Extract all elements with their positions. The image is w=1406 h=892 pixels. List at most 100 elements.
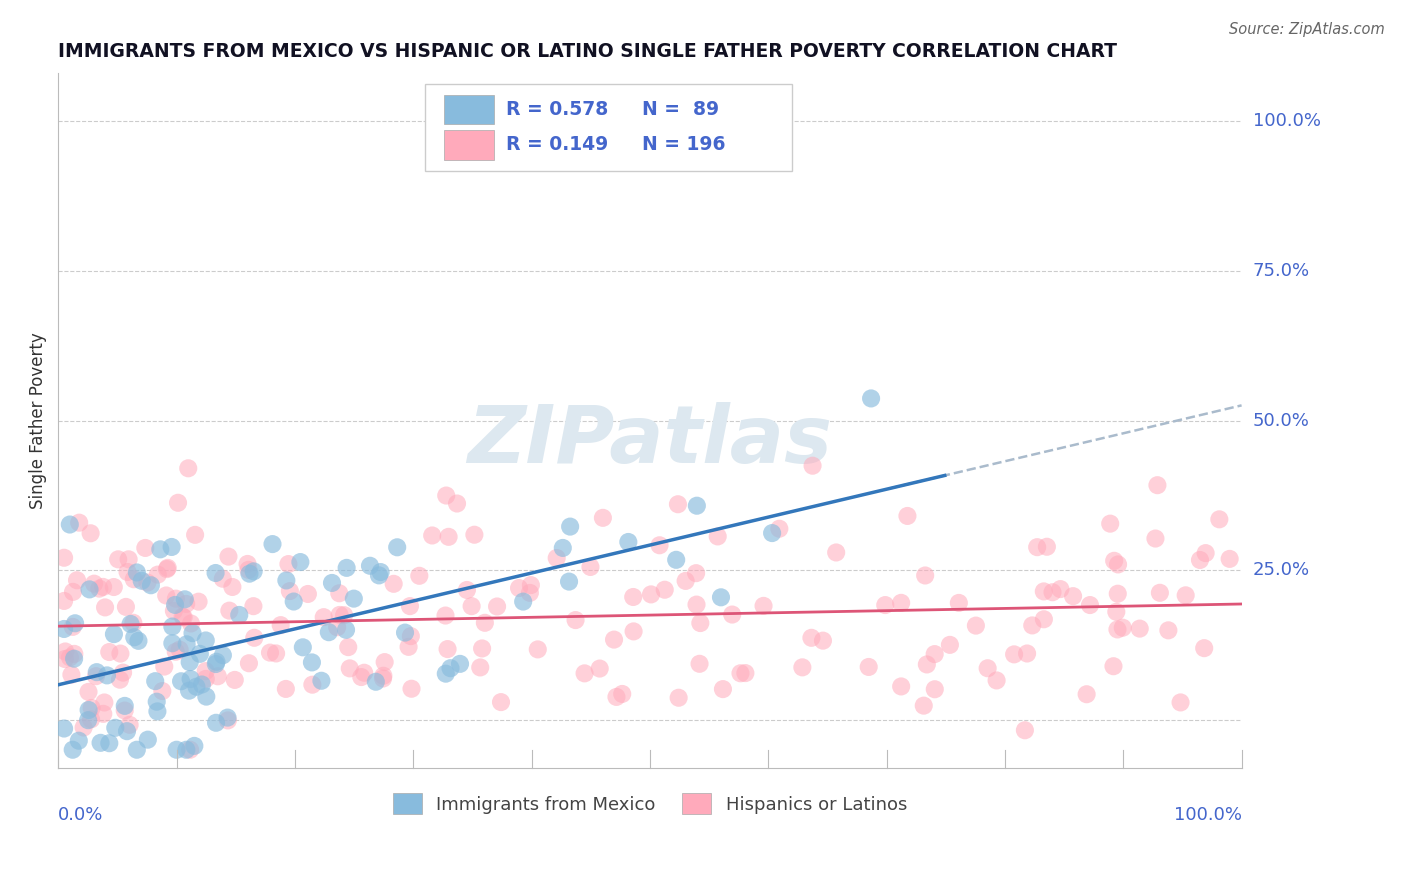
- Point: [1017, 647, 1039, 661]
- Point: [184, 528, 207, 542]
- Point: [211, 572, 233, 586]
- Point: [621, 590, 644, 604]
- Point: [976, 661, 998, 675]
- Point: [53, 550, 76, 565]
- Point: [526, 642, 548, 657]
- Point: [156, 562, 179, 576]
- Point: [1194, 546, 1216, 560]
- Point: [93, 696, 115, 710]
- Point: [761, 526, 783, 541]
- Point: [579, 560, 602, 574]
- Point: [117, 565, 139, 579]
- Point: [221, 580, 243, 594]
- Point: [53, 644, 76, 658]
- Point: [1076, 687, 1098, 701]
- Point: [489, 695, 512, 709]
- Point: [617, 535, 640, 549]
- Point: [394, 625, 416, 640]
- Point: [120, 617, 142, 632]
- Point: [434, 666, 457, 681]
- Point: [1112, 621, 1135, 635]
- Point: [136, 575, 159, 590]
- Point: [181, 626, 204, 640]
- Point: [721, 607, 744, 622]
- Point: [551, 541, 574, 555]
- Point: [914, 568, 936, 582]
- Point: [172, 609, 194, 624]
- Point: [1144, 532, 1167, 546]
- Point: [53, 652, 76, 666]
- Point: [180, 616, 202, 631]
- Point: [768, 522, 790, 536]
- Point: [218, 604, 240, 618]
- Point: [685, 566, 707, 581]
- Point: [730, 666, 752, 681]
- Point: [143, 674, 166, 689]
- Point: [686, 499, 709, 513]
- Text: 100.0%: 100.0%: [1253, 112, 1320, 130]
- Point: [439, 661, 461, 675]
- Point: [326, 620, 349, 634]
- Point: [1149, 586, 1171, 600]
- Point: [165, 591, 187, 606]
- Point: [339, 661, 361, 675]
- Point: [77, 703, 100, 717]
- Point: [337, 640, 360, 654]
- Point: [83, 576, 105, 591]
- Point: [382, 577, 405, 591]
- Point: [463, 527, 485, 541]
- Point: [62, 743, 84, 757]
- Point: [146, 704, 169, 718]
- Point: [939, 638, 962, 652]
- Point: [67, 516, 90, 530]
- Point: [228, 607, 250, 622]
- Point: [165, 598, 187, 612]
- Point: [108, 673, 131, 687]
- Point: [53, 622, 76, 636]
- Point: [1026, 540, 1049, 554]
- Point: [188, 647, 211, 661]
- Point: [79, 582, 101, 597]
- Point: [896, 508, 918, 523]
- Point: [186, 680, 208, 694]
- Point: [1107, 587, 1129, 601]
- Point: [194, 664, 217, 678]
- Point: [436, 642, 458, 657]
- Point: [63, 651, 86, 665]
- Point: [118, 718, 141, 732]
- Legend: Immigrants from Mexico, Hispanics or Latinos: Immigrants from Mexico, Hispanics or Lat…: [385, 786, 914, 822]
- Point: [665, 553, 688, 567]
- Point: [666, 497, 689, 511]
- Point: [924, 682, 946, 697]
- Point: [103, 580, 125, 594]
- Point: [124, 630, 146, 644]
- Point: [335, 623, 357, 637]
- Point: [301, 656, 323, 670]
- Point: [371, 672, 394, 686]
- Point: [238, 566, 260, 581]
- Point: [858, 660, 880, 674]
- Point: [125, 566, 148, 580]
- Text: N = 196: N = 196: [641, 136, 725, 154]
- FancyBboxPatch shape: [425, 84, 792, 170]
- Point: [603, 632, 626, 647]
- Point: [155, 589, 177, 603]
- Point: [1105, 605, 1128, 619]
- Text: ZIPatlas: ZIPatlas: [467, 402, 832, 481]
- Point: [127, 633, 149, 648]
- Point: [689, 616, 711, 631]
- Point: [180, 672, 202, 686]
- Point: [1170, 695, 1192, 709]
- Point: [53, 722, 76, 736]
- Point: [274, 681, 297, 696]
- Point: [589, 661, 612, 675]
- Point: [122, 572, 145, 586]
- Point: [156, 561, 179, 575]
- Point: [115, 599, 138, 614]
- Point: [243, 631, 266, 645]
- Point: [80, 712, 103, 726]
- Point: [1129, 622, 1152, 636]
- Point: [398, 640, 420, 654]
- Point: [1107, 558, 1129, 572]
- Point: [1032, 584, 1054, 599]
